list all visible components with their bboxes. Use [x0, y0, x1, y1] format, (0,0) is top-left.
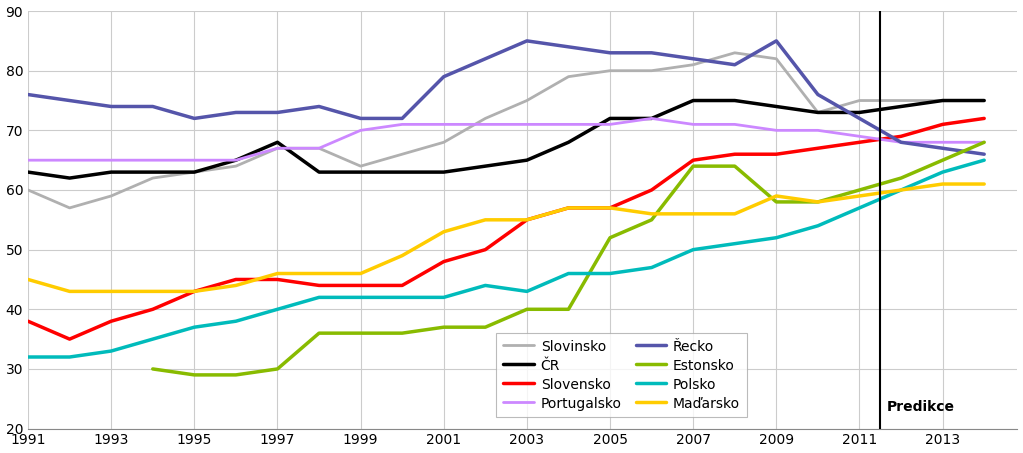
Legend: Slovinsko, ČR, Slovensko, Portugalsko, Řecko, Estonsko, Polsko, Maďarsko: Slovinsko, ČR, Slovensko, Portugalsko, Ř…: [496, 333, 747, 418]
Text: Predikce: Predikce: [887, 400, 954, 414]
